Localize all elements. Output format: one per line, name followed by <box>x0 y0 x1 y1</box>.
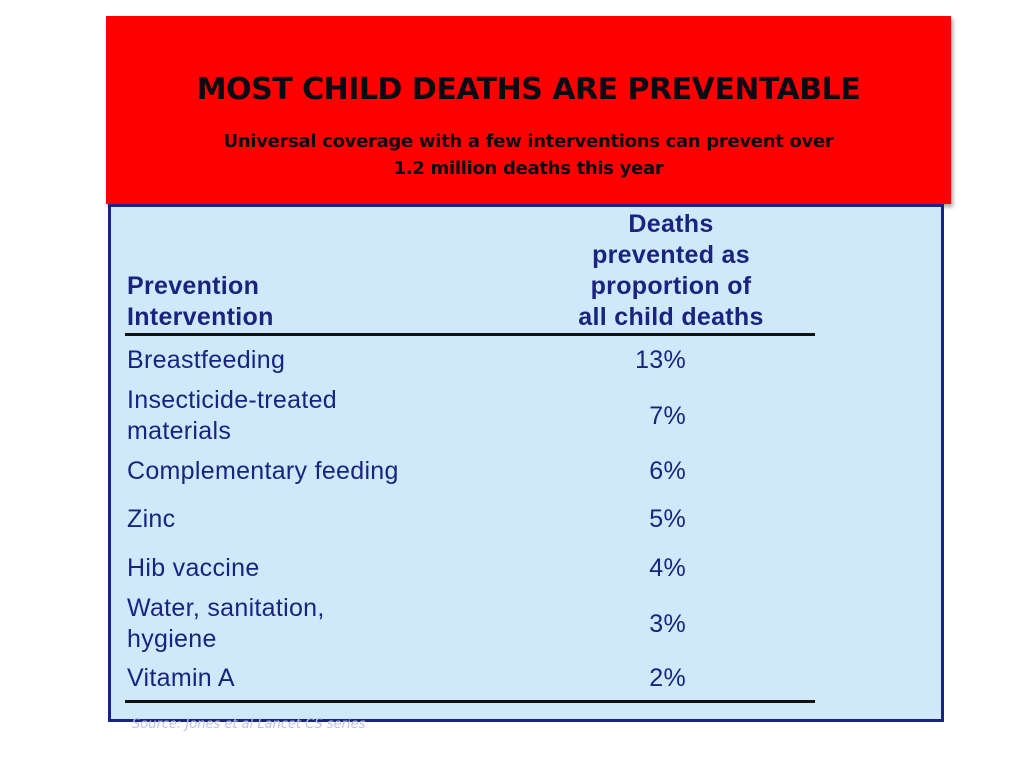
slide-title: MOST CHILD DEATHS ARE PREVENTABLE <box>196 72 861 107</box>
row-value: 13% <box>635 346 686 374</box>
title-banner: MOST CHILD DEATHS ARE PREVENTABLE Univer… <box>106 16 951 204</box>
header-deaths-line-3: proportion of <box>590 272 752 300</box>
row-value: 3% <box>649 610 686 638</box>
row-value: 6% <box>649 457 686 485</box>
row-intervention-line-1: Insecticide-treated <box>127 386 337 414</box>
header-intervention: Prevention Intervention <box>127 271 527 333</box>
row-value: 5% <box>649 505 686 533</box>
row-intervention-line-1: Water, sanitation, <box>127 594 325 622</box>
row-intervention: Vitamin A <box>127 663 527 694</box>
row-intervention: Zinc <box>127 504 527 535</box>
row-intervention: Insecticide-treated materials <box>127 385 527 447</box>
row-intervention-line-1: Hib vaccine <box>127 554 260 582</box>
row-intervention-line-2: materials <box>127 417 232 445</box>
row-intervention-line-1: Breastfeeding <box>127 346 286 374</box>
row-intervention: Complementary feeding <box>127 456 527 487</box>
row-intervention: Breastfeeding <box>127 345 527 376</box>
header-intervention-line-1: Prevention <box>127 272 260 300</box>
row-value: 2% <box>649 664 686 692</box>
footer-divider <box>125 700 815 703</box>
row-intervention: Water, sanitation, hygiene <box>127 593 527 655</box>
row-value: 4% <box>649 554 686 582</box>
header-deaths-prevented: Deaths prevented as proportion of all ch… <box>529 209 813 333</box>
subtitle-line-1: Universal coverage with a few interventi… <box>223 131 834 152</box>
intervention-table: Prevention Intervention Deaths prevented… <box>108 204 944 722</box>
row-intervention-line-1: Zinc <box>127 505 176 533</box>
header-deaths-line-1: Deaths <box>628 210 714 238</box>
row-intervention-line-1: Complementary feeding <box>127 457 399 485</box>
header-divider <box>125 333 815 336</box>
row-intervention-line-1: Vitamin A <box>127 664 235 692</box>
subtitle-line-2: 1.2 million deaths this year <box>393 158 664 179</box>
row-value: 7% <box>649 402 686 430</box>
slide-subtitle: Universal coverage with a few interventi… <box>106 128 951 182</box>
header-deaths-line-4: all child deaths <box>578 303 764 331</box>
source-citation: Source: Jones et al Lancet CS series <box>132 717 366 732</box>
header-deaths-line-2: prevented as <box>592 241 750 269</box>
row-intervention-line-2: hygiene <box>127 625 217 653</box>
row-intervention: Hib vaccine <box>127 553 527 584</box>
header-intervention-line-2: Intervention <box>127 303 274 331</box>
